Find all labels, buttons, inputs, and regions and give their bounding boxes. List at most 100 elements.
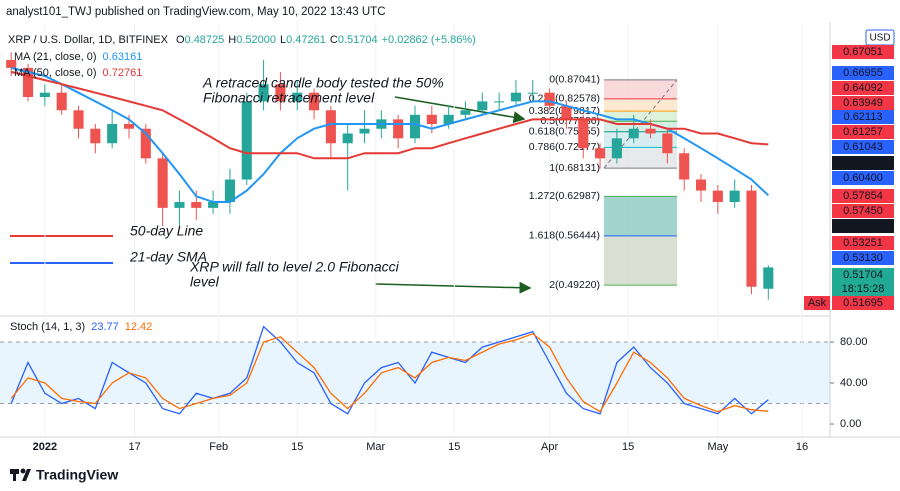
- fib-band: [604, 131, 677, 148]
- candle-body: [39, 92, 50, 98]
- candle-body: [224, 179, 235, 203]
- x-tick-label: Feb: [209, 441, 228, 453]
- price-label-box: [832, 296, 894, 310]
- fib-label: 2(0.49220): [549, 279, 600, 291]
- ohlc-value: 0.47261: [286, 34, 326, 46]
- candle-body: [510, 92, 521, 102]
- candle-body: [123, 124, 135, 129]
- candle-body: [241, 101, 252, 180]
- price-label-box: [832, 171, 894, 185]
- fib-band: [604, 235, 677, 286]
- candle-body: [494, 101, 505, 103]
- price-label: 0.51695: [843, 297, 883, 309]
- candle-body: [443, 114, 454, 125]
- x-tick-label: 16: [796, 441, 808, 453]
- ma-legend: MA (50, close, 0) 0.72761: [14, 67, 142, 79]
- x-tick-label: 15: [448, 441, 460, 453]
- candle-body: [763, 267, 774, 289]
- fib-band: [604, 121, 677, 132]
- arrow: [394, 96, 526, 124]
- y-tick-label: 0.00: [840, 418, 861, 430]
- candle-body: [208, 202, 219, 208]
- annotation: 50-day Line: [130, 223, 203, 239]
- fib-band: [604, 98, 677, 112]
- footer-logo: [10, 468, 31, 481]
- symbol: XRP / U.S. Dollar, 1D, BITFINEX: [8, 34, 169, 46]
- fib-band: [604, 196, 677, 236]
- candle-body: [679, 153, 690, 180]
- candle-body: [56, 92, 67, 111]
- price-label: 0.53251: [843, 237, 883, 249]
- candle-body: [477, 101, 488, 111]
- candle-body: [342, 133, 353, 144]
- arrow: [374, 281, 532, 294]
- x-tick-label: Mar: [366, 441, 385, 453]
- stoch-line: [10, 333, 769, 413]
- candle-body: [578, 119, 589, 149]
- candle-body: [527, 92, 538, 94]
- candle-body: [628, 128, 639, 139]
- ohlc-value: 0.52000: [236, 34, 276, 46]
- stoch-band: [0, 341, 830, 404]
- x-tick-label: 2022: [33, 441, 57, 453]
- fib-label: 1.618(0.56444): [529, 230, 600, 242]
- candle-body: [746, 190, 757, 287]
- x-tick-label: 15: [291, 441, 303, 453]
- change: +0.02862 (+5.86%): [382, 34, 476, 46]
- x-tick-label: May: [707, 441, 728, 453]
- ohlc-value: 0.48725: [185, 34, 225, 46]
- annotation: 21-day SMA: [129, 249, 207, 265]
- candle-body: [409, 114, 421, 139]
- candle-body: [191, 202, 202, 208]
- fib-label: 1.272(0.62987): [529, 190, 600, 202]
- stoch-value: 12.42: [125, 321, 153, 333]
- candle-body: [729, 190, 740, 203]
- candle-body: [90, 128, 101, 144]
- y-tick-label: 40.00: [840, 377, 868, 389]
- candle-body: [174, 202, 185, 208]
- price-label: 0.67051: [843, 46, 883, 58]
- price-label-box: [832, 110, 894, 124]
- fib-label: 0.786(0.72177): [529, 141, 600, 153]
- annotation: A retraced candle body tested the 50%: [202, 75, 444, 91]
- price-label: 18:15:28: [842, 283, 885, 295]
- y-tick-label: 80.00: [840, 336, 868, 348]
- candle-body: [662, 133, 673, 154]
- price-label: 0.57450: [843, 205, 883, 217]
- annotation: XRP will fall to level 2.0 Fibonacci: [189, 259, 400, 275]
- price-label-box: [832, 282, 894, 296]
- x-tick-label: Apr: [541, 441, 558, 453]
- price-label: 0.61043: [843, 141, 883, 153]
- candle-body: [309, 92, 320, 111]
- ma-value: 0.72761: [103, 67, 143, 79]
- fib-band: [604, 168, 677, 197]
- price-label-box: [832, 45, 894, 59]
- ma-value: 0.63161: [103, 51, 143, 63]
- x-tick-label: 15: [622, 441, 634, 453]
- stoch-title: Stoch (14, 1, 3): [10, 321, 85, 333]
- annotation: level: [190, 274, 220, 290]
- candle-body: [258, 84, 269, 102]
- candle-body: [275, 84, 286, 102]
- ohlc-key: O: [176, 34, 185, 46]
- candle-body: [107, 124, 118, 144]
- candle-body: [157, 158, 168, 208]
- ohlc-value: 0.51704: [338, 34, 378, 46]
- price-label: 0.63949: [843, 97, 883, 109]
- candle-body: [6, 59, 17, 68]
- stoch-legend: Stoch (14, 1, 3) 23.77 12.42: [10, 321, 152, 333]
- ma-legend: MA (21, close, 0) 0.63161: [14, 51, 142, 63]
- candle-body: [73, 110, 84, 129]
- candle-body: [460, 110, 471, 115]
- price-label-box: [832, 66, 894, 80]
- price-label: 0.51704: [843, 269, 883, 281]
- candle-body: [393, 119, 404, 139]
- price-label-box: [832, 219, 894, 233]
- fib-band: [604, 79, 677, 99]
- price-label: 0.64092: [843, 82, 883, 94]
- candle-body: [359, 128, 370, 134]
- annotation: Fibonacci retracement level: [203, 90, 375, 106]
- price-label-box: [832, 204, 894, 218]
- candle-body: [325, 110, 336, 144]
